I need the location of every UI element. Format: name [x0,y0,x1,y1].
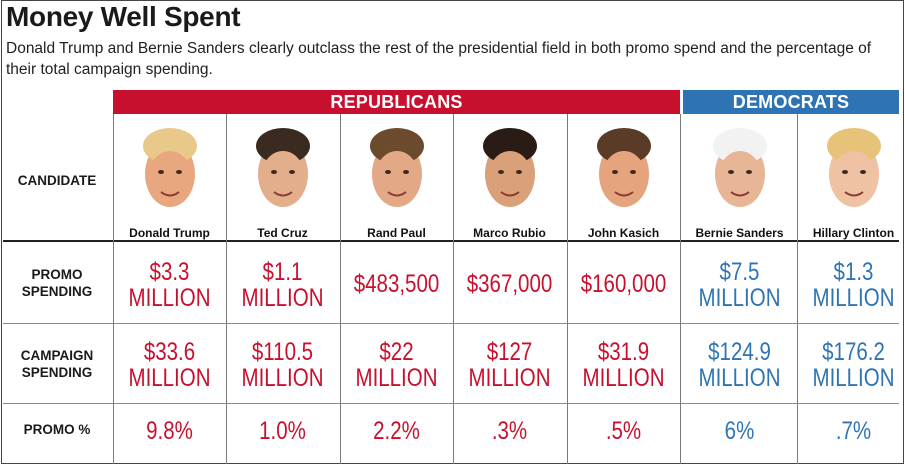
candidate-portrait [482,128,537,207]
promo-percent-value-amount: 6% [724,417,755,445]
promo-spending-value: $1.3 MILLION [807,259,900,311]
campaign-spending-value-amount: $124.9 [708,338,771,366]
promo-spending-value-amount: $7.5 [719,258,760,286]
chart-subtitle: Donald Trump and Bernie Sanders clearly … [6,40,872,78]
promo-percent-value-amount: 9.8% [146,417,193,445]
promo-spending-value: $3.3 MILLION [123,259,216,311]
promo-spending-value-amount: $3.3 [149,258,190,286]
democrats-header: DEMOCRATS [683,90,899,114]
candidate-cell: Donald Trump [113,116,226,240]
comparison-table: REPUBLICANS DEMOCRATS CANDIDATE PROMO SP… [0,90,905,465]
campaign-spending-value-amount: $127 [486,338,533,366]
candidate-cell: Marco Rubio [453,116,566,240]
candidate-cell: Ted Cruz [226,116,339,240]
campaign-spending-value: $33.6 MILLION [123,339,216,391]
campaign-spending-value-unit: MILLION [812,364,895,392]
candidate-cell: Rand Paul [340,116,453,240]
candidate-name: Ted Cruz [257,226,308,240]
republicans-header: REPUBLICANS [113,90,680,114]
row-label-candidate: CANDIDATE [17,173,97,188]
candidate-name: Bernie Sanders [695,226,784,240]
promo-percent-value: .5% [577,418,670,444]
promo-spending-value-unit: MILLION [698,284,781,312]
promo-percent-value-amount: 2.2% [373,417,420,445]
column-divider [226,114,227,464]
candidate-portrait [596,128,651,207]
header-divider [3,240,899,242]
campaign-spending-value-unit: MILLION [128,364,211,392]
candidate-portrait [369,128,424,207]
promo-spending-value-amount: $1.1 [262,258,303,286]
campaign-spending-value-unit: MILLION [582,364,665,392]
promo-percent-value: .7% [807,418,900,444]
candidate-cell: John Kasich [567,116,680,240]
row-label-campaign-line1: CAMPAIGN [20,348,94,363]
candidate-name: Rand Paul [367,226,426,240]
campaign-spending-value: $22 MILLION [350,339,443,391]
campaign-spending-value: $176.2 MILLION [807,339,900,391]
candidate-portrait [142,128,197,207]
column-divider [453,114,454,464]
campaign-spending-value-unit: MILLION [355,364,438,392]
promo-percent-value: 1.0% [236,418,329,444]
promo-percent-value-amount: .3% [491,417,528,445]
promo-spending-value-unit: MILLION [812,284,895,312]
promo-spending-value-unit: MILLION [128,284,211,312]
campaign-spending-value-amount: $33.6 [143,338,196,366]
promo-spending-value-amount: $1.3 [833,258,874,286]
column-divider [340,114,341,464]
promo-spending-value-amount: $160,000 [580,270,667,298]
campaign-spending-value-amount: $22 [379,338,414,366]
campaign-spending-value-unit: MILLION [698,364,781,392]
row-label-promo-line2: SPENDING [21,284,93,299]
campaign-spending-value-amount: $31.9 [597,338,650,366]
row-label-promo-spending: PROMO SPENDING [3,266,111,300]
promo-percent-value: .3% [463,418,556,444]
candidate-portrait [826,128,881,207]
candidate-portrait [712,128,767,207]
column-divider [113,114,114,464]
promo-spending-value: $483,500 [350,271,443,297]
candidate-name: Donald Trump [129,226,210,240]
promo-spending-value: $1.1 MILLION [236,259,329,311]
row-label-campaign-line2: SPENDING [21,365,93,380]
column-divider [567,114,568,464]
row-label-promo-percent: PROMO % [23,422,91,437]
promo-percent-value: 2.2% [350,418,443,444]
promo-spending-value: $7.5 MILLION [693,259,786,311]
promo-percent-value: 9.8% [123,418,216,444]
campaign-spending-value: $124.9 MILLION [693,339,786,391]
candidate-name: Hillary Clinton [812,226,895,240]
campaign-spending-value-amount: $110.5 [251,338,314,366]
candidate-name: Marco Rubio [473,226,546,240]
candidate-cell: Bernie Sanders [683,116,796,240]
promo-percent-value-amount: 1.0% [259,417,306,445]
promo-percent-value-amount: .7% [835,417,872,445]
candidate-name: John Kasich [587,226,660,240]
column-divider [797,114,798,464]
row-label-campaign-spending: CAMPAIGN SPENDING [3,347,111,381]
candidate-cell: Hillary Clinton [797,116,905,240]
promo-spending-value-amount: $483,500 [353,270,440,298]
candidate-portrait [255,128,310,207]
campaign-spending-value: $110.5 MILLION [236,339,329,391]
chart-title: Money Well Spent [6,1,241,32]
campaign-spending-value: $127 MILLION [463,339,556,391]
promo-percent-value-amount: .5% [605,417,642,445]
promo-spending-value: $160,000 [577,271,670,297]
promo-percent-value: 6% [693,418,786,444]
campaign-spending-value-unit: MILLION [241,364,324,392]
campaign-spending-value: $31.9 MILLION [577,339,670,391]
promo-spending-value-unit: MILLION [241,284,324,312]
promo-spending-value-amount: $367,000 [466,270,553,298]
campaign-spending-value-unit: MILLION [468,364,551,392]
row-label-promo-line1: PROMO [31,267,83,282]
column-divider [680,114,681,464]
campaign-spending-value-amount: $176.2 [822,338,885,366]
row-divider-1 [3,323,899,324]
promo-spending-value: $367,000 [463,271,556,297]
row-divider-2 [3,403,899,404]
